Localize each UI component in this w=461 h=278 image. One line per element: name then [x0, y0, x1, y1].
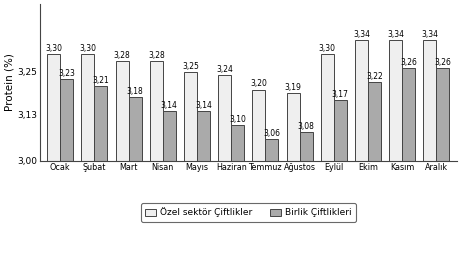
Bar — [129, 97, 142, 161]
Text: 3,22: 3,22 — [366, 72, 383, 81]
Bar — [218, 75, 231, 161]
Text: 3,21: 3,21 — [93, 76, 109, 85]
Text: 3,25: 3,25 — [182, 62, 199, 71]
Bar — [82, 54, 95, 161]
Y-axis label: Protein (%): Protein (%) — [4, 53, 14, 111]
Bar — [436, 68, 449, 161]
Bar — [231, 125, 244, 161]
Text: 3,24: 3,24 — [216, 65, 233, 74]
Bar — [184, 72, 197, 161]
Text: 3,08: 3,08 — [298, 122, 314, 131]
Text: 3,23: 3,23 — [58, 69, 75, 78]
Text: 3,14: 3,14 — [195, 101, 212, 110]
Text: 3,30: 3,30 — [319, 44, 336, 53]
Legend: Özel sektör Çiftlikler, Birlik Çiftlikleri: Özel sektör Çiftlikler, Birlik Çiftlikle… — [141, 203, 356, 222]
Text: 3,19: 3,19 — [284, 83, 301, 92]
Text: 3,06: 3,06 — [263, 129, 280, 138]
Text: 3,26: 3,26 — [434, 58, 451, 67]
Bar — [334, 100, 347, 161]
Bar — [355, 40, 368, 161]
Text: 3,30: 3,30 — [79, 44, 96, 53]
Text: 3,28: 3,28 — [148, 51, 165, 60]
Text: 3,17: 3,17 — [332, 90, 349, 99]
Bar — [402, 68, 415, 161]
Bar — [368, 82, 381, 161]
Bar — [287, 93, 300, 161]
Text: 3,14: 3,14 — [161, 101, 178, 110]
Bar — [252, 90, 266, 161]
Bar — [389, 40, 402, 161]
Bar — [60, 79, 73, 161]
Text: 3,28: 3,28 — [114, 51, 130, 60]
Bar — [163, 111, 176, 161]
Text: 3,20: 3,20 — [250, 80, 267, 88]
Text: 3,34: 3,34 — [421, 30, 438, 39]
Text: 3,34: 3,34 — [387, 30, 404, 39]
Bar — [423, 40, 436, 161]
Bar — [300, 132, 313, 161]
Bar — [116, 61, 129, 161]
Text: 3,26: 3,26 — [400, 58, 417, 67]
Bar — [150, 61, 163, 161]
Bar — [95, 86, 107, 161]
Text: 3,10: 3,10 — [229, 115, 246, 124]
Text: 3,34: 3,34 — [353, 30, 370, 39]
Text: 3,18: 3,18 — [127, 86, 143, 96]
Bar — [266, 139, 278, 161]
Text: 3,30: 3,30 — [45, 44, 62, 53]
Bar — [197, 111, 210, 161]
Bar — [47, 54, 60, 161]
Bar — [321, 54, 334, 161]
